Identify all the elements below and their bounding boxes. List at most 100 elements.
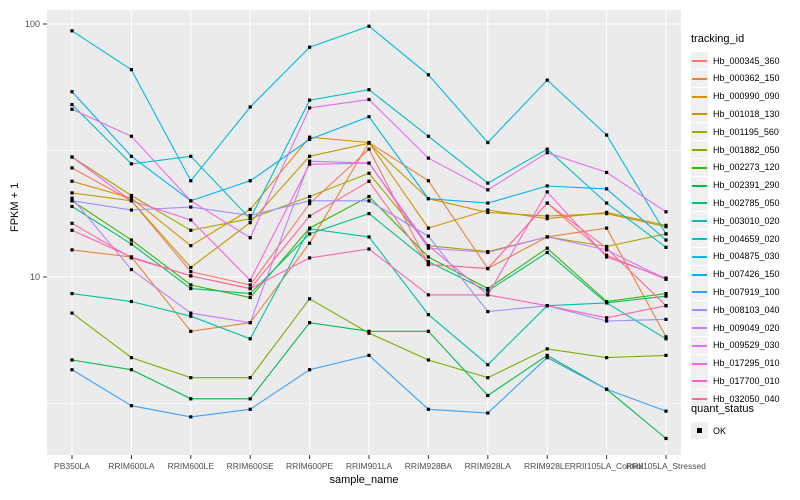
legend-item-Hb_009049_020: Hb_009049_020 <box>691 319 780 336</box>
data-point-Hb_007426_150 <box>70 90 74 94</box>
data-point-Hb_004659_020 <box>426 134 430 138</box>
data-point-Hb_004875_030 <box>426 73 430 77</box>
data-point-Hb_009529_030 <box>70 107 74 111</box>
data-point-Hb_001018_130 <box>545 214 549 218</box>
legend-item-label: Hb_009049_020 <box>713 322 780 333</box>
data-point-Hb_009049_020 <box>308 159 312 163</box>
legend-key-swatch <box>691 176 708 194</box>
x-tick-label: RRIM600LE <box>168 461 215 471</box>
data-point-Hb_004875_030 <box>70 29 74 33</box>
data-point-Hb_000345_360 <box>605 253 609 257</box>
data-point-Hb_009049_020 <box>426 246 430 250</box>
data-point-Hb_007426_150 <box>486 201 490 205</box>
data-point-Hb_002273_120 <box>545 246 549 250</box>
legend-line-swatch-icon <box>692 380 707 383</box>
legend-key-swatch <box>691 158 708 176</box>
data-point-Hb_001882_050 <box>189 376 193 380</box>
data-point-Hb_001018_130 <box>70 191 74 195</box>
data-point-Hb_000362_150 <box>70 248 74 252</box>
legend-key-swatch <box>691 230 708 247</box>
legend-title-tracking-id: tracking_id <box>691 33 745 45</box>
data-point-Hb_003010_020 <box>367 235 371 239</box>
data-point-Hb_002391_290 <box>248 397 252 401</box>
legend-key-swatch <box>691 247 708 265</box>
data-point-Hb_000345_360 <box>367 147 371 151</box>
data-point-Hb_009049_020 <box>486 250 490 255</box>
legend-item-label: Hb_001882_050 <box>713 144 780 155</box>
data-point-Hb_007919_100 <box>367 353 371 357</box>
legend-item-Hb_004659_020: Hb_004659_020 <box>691 230 780 247</box>
legend-key-swatch <box>691 301 708 319</box>
legend-item-label: Hb_008103_040 <box>713 304 780 315</box>
data-point-Hb_008103_040 <box>664 317 668 321</box>
data-point-Hb_008103_040 <box>70 199 74 203</box>
legend-item-Hb_002391_290: Hb_002391_290 <box>691 176 780 194</box>
data-point-Hb_004875_030 <box>367 24 371 28</box>
data-point-Hb_007919_100 <box>189 415 193 419</box>
data-point-Hb_007919_100 <box>308 368 312 372</box>
data-point-Hb_007919_100 <box>605 387 609 391</box>
data-point-Hb_009049_020 <box>129 267 133 272</box>
data-point-Hb_000990_090 <box>129 196 133 200</box>
legend-key-swatch <box>691 422 708 439</box>
legend-item-label: Hb_000345_360 <box>713 55 780 66</box>
data-point-Hb_007426_150 <box>308 137 312 141</box>
data-point-Hb_004875_030 <box>486 140 490 145</box>
x-tick-label: RRIM928LA <box>465 461 512 471</box>
legend-item-Hb_008103_040: Hb_008103_040 <box>691 301 780 319</box>
data-point-Hb_017700_010 <box>367 247 371 251</box>
data-point-Hb_003010_020 <box>426 313 430 317</box>
data-point-Hb_002273_120 <box>189 283 193 287</box>
data-point-Hb_007919_100 <box>664 409 668 413</box>
data-point-Hb_004659_020 <box>70 103 74 107</box>
legend-item-Hb_004875_030: Hb_004875_030 <box>691 247 780 265</box>
legend-line-swatch-icon <box>692 149 707 151</box>
legend-line-swatch-icon <box>692 131 707 134</box>
data-point-Hb_001018_130 <box>605 212 609 216</box>
data-point-Hb_003010_020 <box>605 301 609 305</box>
data-point-Hb_002273_120 <box>129 238 133 242</box>
data-point-Hb_000362_150 <box>605 226 609 230</box>
data-point-Hb_004875_030 <box>545 78 549 82</box>
data-point-Hb_007919_100 <box>70 368 74 372</box>
data-point-Hb_032050_040 <box>605 246 609 250</box>
data-point-Hb_001882_050 <box>486 376 490 380</box>
data-point-Hb_009529_030 <box>426 156 430 160</box>
legend-item-Hb_017295_010: Hb_017295_010 <box>691 354 780 372</box>
data-point-Hb_017700_010 <box>426 293 430 297</box>
x-tick-label: RRIM600SE <box>227 461 275 471</box>
data-point-Hb_017295_010 <box>308 162 312 166</box>
data-point-Hb_017295_010 <box>367 161 371 165</box>
data-point-Hb_009049_020 <box>70 196 74 200</box>
data-point-Hb_017295_010 <box>605 255 609 259</box>
legend-key-swatch <box>691 194 708 212</box>
data-point-Hb_002391_290 <box>486 393 490 398</box>
data-point-Hb_008103_040 <box>426 234 430 238</box>
data-point-Hb_001195_560 <box>129 193 133 198</box>
data-point-Hb_008103_040 <box>248 213 252 218</box>
data-point-Hb_004875_030 <box>664 232 668 236</box>
legend-item-label: Hb_007426_150 <box>713 269 780 280</box>
legend-line-swatch-icon <box>692 113 707 116</box>
x-tick-label: RRIM928BA <box>405 461 453 471</box>
legend-item-Hb_007919_100: Hb_007919_100 <box>691 283 780 301</box>
data-point-Hb_000990_090 <box>426 226 430 230</box>
data-point-Hb_001882_050 <box>426 358 430 362</box>
data-point-Hb_001882_050 <box>545 347 549 351</box>
legend-line-swatch-icon <box>692 273 707 276</box>
data-point-Hb_007426_150 <box>426 197 430 201</box>
legend-line-swatch-icon <box>692 166 707 169</box>
legend-line-swatch-icon <box>692 362 707 365</box>
data-point-Hb_017295_010 <box>545 190 549 194</box>
data-point-Hb_009529_030 <box>189 199 193 203</box>
data-point-Hb_007919_100 <box>486 411 490 415</box>
data-point-Hb_007426_150 <box>605 187 609 191</box>
legend-line-swatch-icon <box>692 327 707 329</box>
data-point-Hb_002785_050 <box>545 250 549 255</box>
data-point-Hb_000362_150 <box>308 241 312 245</box>
y-tick-label: 100 <box>25 19 40 29</box>
data-point-Hb_007426_150 <box>367 115 371 119</box>
data-point-Hb_004659_020 <box>664 245 668 249</box>
data-point-Hb_009529_030 <box>545 151 549 155</box>
legend-key-swatch <box>691 390 708 408</box>
